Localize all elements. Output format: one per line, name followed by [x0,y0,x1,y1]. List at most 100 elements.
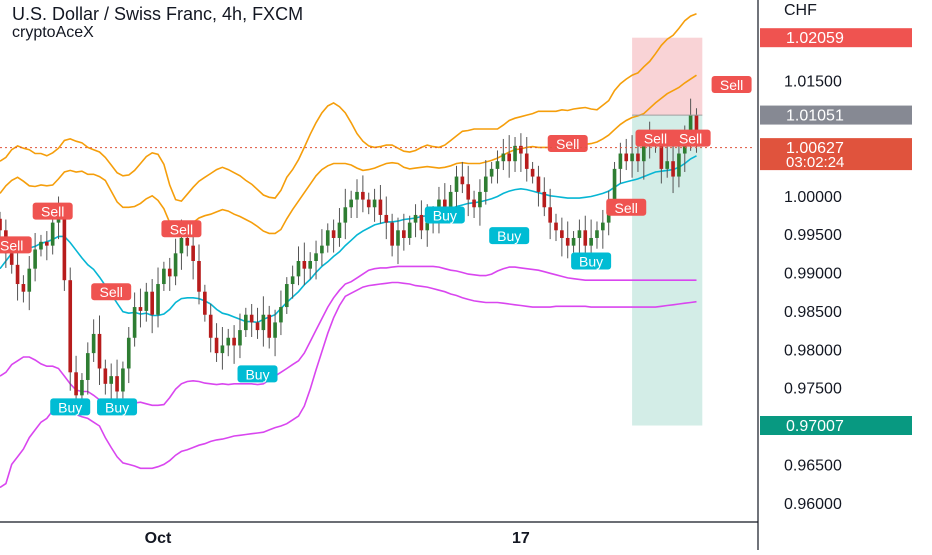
candle-body [612,168,617,208]
sell-tag [0,236,32,254]
candle-body [203,291,207,315]
candle-body [366,199,371,208]
price-tick-label: 0.97500 [784,381,842,398]
candle [132,292,137,347]
candle [121,361,125,399]
currency-label: CHF [784,2,817,19]
sell-tag [711,75,752,93]
buy-signal: Buy [489,227,530,245]
candle-body [483,176,488,192]
candle [419,200,424,240]
candle-body [9,253,14,265]
candle [636,144,640,172]
candle [402,213,406,251]
price-lines [0,114,755,149]
candle [290,265,295,299]
candle [284,277,289,314]
candle [565,221,570,259]
candle-body [132,307,137,338]
candle [460,161,465,194]
candle [261,296,266,347]
candle-body [501,153,506,162]
candle [238,313,242,359]
buy-signal: Buy [424,206,465,224]
candle-body [554,222,558,231]
candle-body [290,276,295,285]
candle [671,142,675,194]
candle [366,192,371,215]
candle-body [33,249,37,269]
candle [630,135,634,178]
candle-body [162,268,166,285]
buy-signal: Buy [50,398,91,416]
candle-body [413,214,418,223]
candle-body [530,168,535,177]
candle [501,138,506,171]
sell-signal: Sell [91,283,132,301]
candle-body [50,222,55,246]
candle [191,232,195,280]
sell-tag-label: Sell [0,237,23,253]
candle [320,229,324,266]
price-tick-label: 1.00000 [784,189,842,206]
candle-body [636,153,640,162]
candle [583,215,588,255]
candle [302,242,307,286]
axis-price-label-box [760,138,912,171]
lower-band-outer [0,281,697,489]
candle [372,188,377,222]
candles [0,98,699,409]
candle [331,219,336,253]
candle-body [524,153,529,169]
buy-tag [489,227,530,245]
candle-body [495,161,500,169]
candle-body [21,284,26,292]
candle [495,150,500,184]
candle [273,309,277,357]
candle-body [68,280,73,373]
candle [601,209,605,249]
candle [308,252,313,280]
bollinger-bands [0,13,697,489]
buy-signal: Buy [237,365,278,383]
candle-body [396,230,400,246]
axis-price-label: 1.02059 [760,28,912,48]
candle [378,185,383,224]
candle-body [548,207,552,223]
candle-body [419,214,424,231]
candle-body [91,333,96,354]
candle [126,327,131,384]
buy-tag [571,252,612,270]
candle-body [279,307,283,323]
candle-body [542,191,547,208]
candle-body [80,379,84,396]
candle-body [103,368,108,384]
sell-tag [670,129,711,147]
candle-body [226,337,231,346]
candle [384,196,389,240]
candle [472,190,476,219]
candle-body [173,253,178,277]
buy-tag [237,365,278,383]
candle-body [489,168,494,177]
candle-body [460,176,465,185]
candle-body [0,218,2,231]
candle [162,261,166,291]
sell-signal: Sell [32,202,73,220]
candle [507,135,512,178]
candle [665,146,670,178]
candle-body [220,345,225,354]
candle-body [630,153,634,162]
candle [62,206,67,291]
candle-body [589,237,593,246]
candle-body [314,253,318,261]
buy-tag [424,206,465,224]
candle-body [618,153,623,169]
candle-body [595,230,599,238]
candle-body [583,230,588,246]
candle-body [577,230,582,238]
sell-tag [161,220,202,238]
candle-body [442,199,447,208]
